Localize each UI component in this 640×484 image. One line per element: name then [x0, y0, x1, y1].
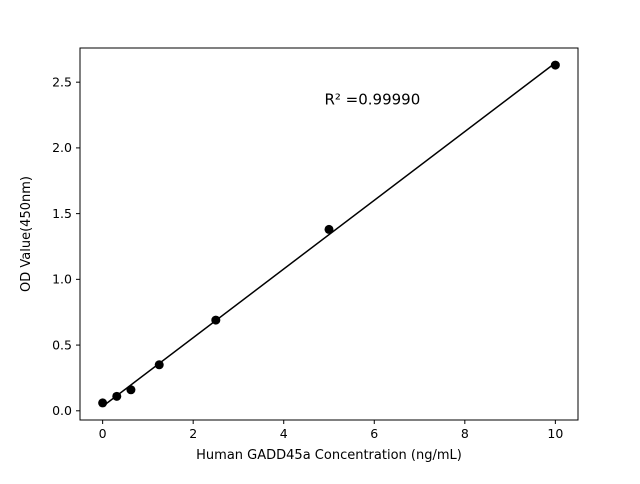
- trend-line: [102, 62, 556, 407]
- x-tick-label: 2: [189, 426, 197, 441]
- y-tick-label: 2.0: [52, 140, 72, 155]
- y-tick-label: 2.5: [52, 74, 72, 89]
- plot-frame: [79, 47, 579, 421]
- data-point: [126, 385, 136, 395]
- x-tick-label: 0: [99, 426, 107, 441]
- y-tick-label: 0.5: [52, 337, 72, 352]
- x-tick-label: 4: [280, 426, 288, 441]
- data-point: [98, 398, 108, 408]
- data-point: [112, 391, 122, 401]
- x-axis-label: Human GADD45a Concentration (ng/mL): [196, 448, 462, 463]
- data-point: [324, 224, 334, 234]
- data-point: [550, 60, 560, 70]
- y-tick-label: 1.5: [52, 206, 72, 221]
- x-tick-label: 6: [370, 426, 378, 441]
- x-tick-label: 8: [461, 426, 469, 441]
- y-axis-label: OD Value(450nm): [19, 176, 34, 292]
- y-tick-label: 0.0: [52, 403, 72, 418]
- data-point: [211, 315, 221, 325]
- plot-layer: 0 2 4 6 8 10 0.0 0.5 1.0 1.5 2.0 2.5: [52, 47, 579, 441]
- y-tick-label: 1.0: [52, 272, 72, 287]
- r-squared-annotation: R² =0.99990: [324, 91, 420, 109]
- data-point: [154, 360, 164, 370]
- x-tick-label: 10: [547, 426, 563, 441]
